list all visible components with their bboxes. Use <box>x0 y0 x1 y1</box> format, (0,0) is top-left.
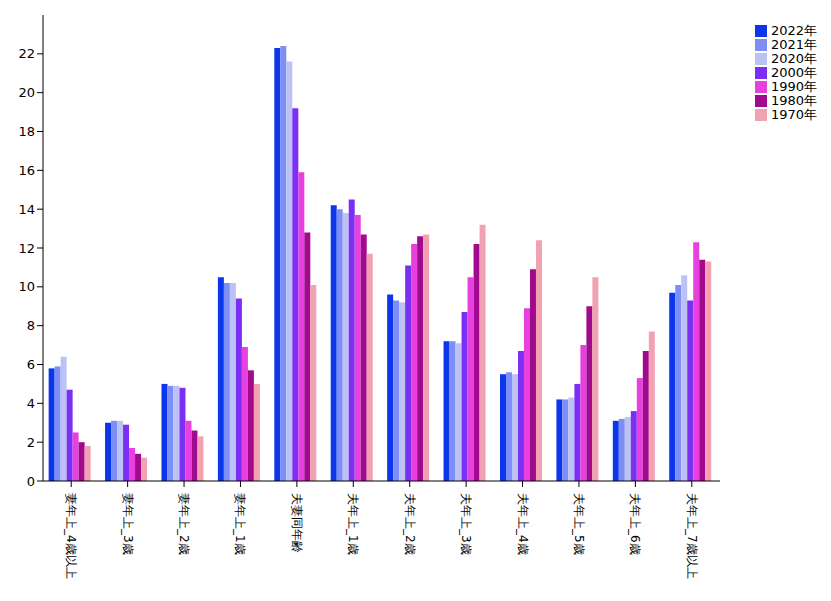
svg-text:6: 6 <box>27 357 35 372</box>
svg-text:夫年上_7歳以上: 夫年上_7歳以上 <box>685 493 699 579</box>
svg-text:16: 16 <box>18 163 35 178</box>
svg-text:22: 22 <box>18 46 35 61</box>
html-text:1970年: 1970年 <box>770 107 817 122</box>
svg-text:12: 12 <box>18 241 35 256</box>
svg-text:20: 20 <box>18 85 35 100</box>
html-text:1990年: 1990年 <box>770 79 817 94</box>
svg-text:夫年上_5歳: 夫年上_5歳 <box>572 493 586 555</box>
html-text:2022年: 2022年 <box>770 23 817 38</box>
svg-text:10: 10 <box>18 279 35 294</box>
svg-text:妻年上_3歳: 妻年上_3歳 <box>121 493 135 555</box>
html-text:1980年: 1980年 <box>770 93 817 108</box>
svg-text:夫年上_4歳: 夫年上_4歳 <box>516 493 530 555</box>
html-text:2020年: 2020年 <box>770 51 817 66</box>
svg-text:夫年上_3歳: 夫年上_3歳 <box>459 493 473 555</box>
svg-text:夫年上_6歳: 夫年上_6歳 <box>628 493 642 555</box>
svg-text:8: 8 <box>27 318 35 333</box>
svg-text:4: 4 <box>27 396 35 411</box>
svg-text:妻年上_2歳: 妻年上_2歳 <box>177 493 191 555</box>
svg-text:夫年上_2歳: 夫年上_2歳 <box>403 493 417 555</box>
svg-text:14: 14 <box>18 202 35 217</box>
svg-text:夫年上_1歳: 夫年上_1歳 <box>346 493 360 555</box>
svg-text:18: 18 <box>18 124 35 139</box>
html-text:2000年: 2000年 <box>770 65 817 80</box>
svg-text:0: 0 <box>27 474 35 489</box>
svg-text:妻年上_4歳以上: 妻年上_4歳以上 <box>64 493 78 579</box>
html-text:2021年: 2021年 <box>770 37 817 52</box>
svg-text:2: 2 <box>27 435 35 450</box>
svg-text:妻年上_1歳: 妻年上_1歳 <box>233 493 247 555</box>
svg-text:夫妻同年齢: 夫妻同年齢 <box>290 493 304 553</box>
